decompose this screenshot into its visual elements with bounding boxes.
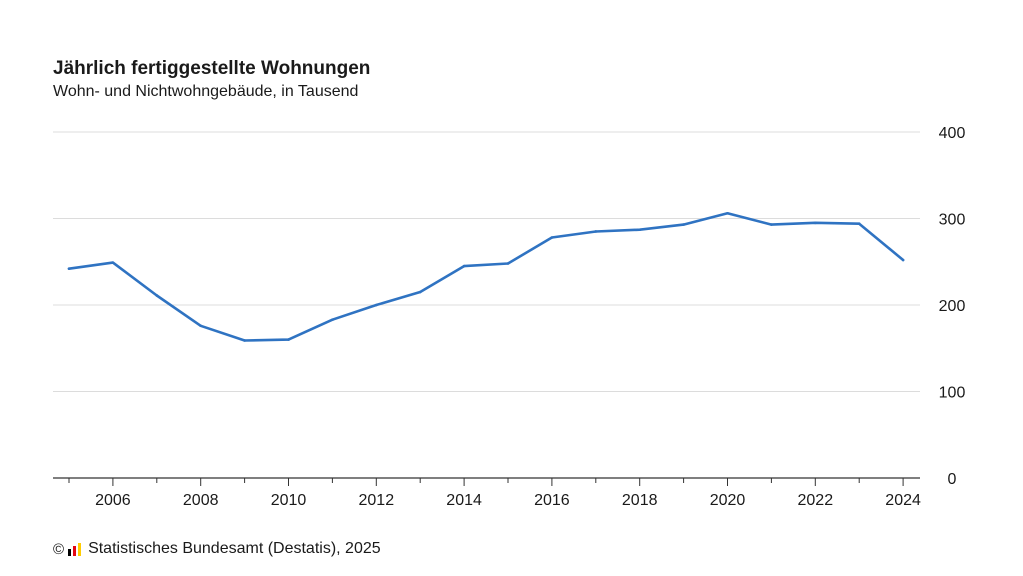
x-tick-label: 2024: [885, 492, 921, 509]
y-tick-label: 0: [948, 471, 957, 488]
x-tick-label: 2010: [271, 492, 307, 509]
data-point: [857, 222, 861, 225]
data-point: [462, 264, 466, 268]
x-tick-label: 2020: [710, 492, 746, 509]
data-point: [111, 261, 115, 264]
x-tick-label: 2016: [534, 492, 570, 509]
x-tick-label: 2018: [622, 492, 658, 509]
x-tick-label: 2012: [359, 492, 395, 509]
data-point: [682, 223, 685, 226]
x-tick-label: 2014: [446, 492, 482, 509]
chart-subtitle: Wohn- und Nichtwohngebäude, in Tausend: [53, 83, 359, 100]
data-point: [243, 339, 246, 342]
series-line: [67, 212, 905, 342]
data-point: [506, 262, 510, 265]
data-point: [199, 324, 202, 328]
data-point: [901, 258, 905, 262]
destatis-logo-icon: [68, 542, 82, 556]
source-footer: © Statistisches Bundesamt (Destatis), 20…: [53, 540, 381, 558]
data-point: [550, 236, 554, 239]
y-tick-label: 300: [939, 212, 966, 229]
data-point: [726, 212, 729, 215]
y-tick-label: 100: [939, 385, 966, 402]
data-point: [155, 294, 159, 297]
x-tick-label: 2006: [95, 492, 131, 509]
data-point: [418, 290, 422, 294]
chart-title: Jährlich fertiggestellte Wohnungen: [53, 58, 371, 79]
data-point: [331, 318, 334, 322]
data-point: [67, 267, 71, 270]
data-point: [770, 223, 773, 226]
y-tick-label: 400: [939, 125, 966, 142]
x-tick-label: 2022: [798, 492, 834, 509]
data-point: [375, 303, 378, 307]
data-point: [814, 221, 817, 225]
x-tick-label: 2008: [183, 492, 219, 509]
copyright-symbol: ©: [53, 540, 65, 558]
data-point: [638, 228, 641, 232]
y-tick-label: 200: [939, 298, 966, 315]
data-point: [594, 230, 598, 233]
source-text: Statistisches Bundesamt (Destatis), 2025: [88, 540, 381, 557]
data-point: [287, 338, 290, 341]
